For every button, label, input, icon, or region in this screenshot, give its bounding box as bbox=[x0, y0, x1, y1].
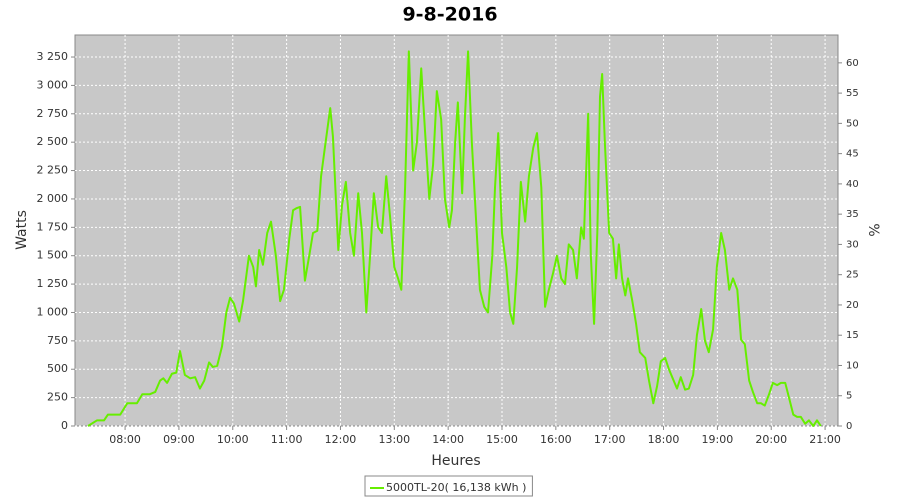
x-tick-label: 21:00 bbox=[809, 433, 841, 446]
x-tick-label: 16:00 bbox=[540, 433, 572, 446]
y-tick-label: 1 500 bbox=[37, 249, 69, 262]
y-tick-label: 1 750 bbox=[37, 220, 69, 233]
y2-tick-label: 10 bbox=[846, 360, 859, 371]
y-tick-label: 3 000 bbox=[37, 78, 69, 91]
x-tick-label: 15:00 bbox=[486, 433, 518, 446]
x-tick-label: 14:00 bbox=[432, 433, 464, 446]
y2-tick-label: 35 bbox=[846, 209, 859, 220]
y2-axis-title: % bbox=[865, 223, 881, 236]
x-tick-label: 19:00 bbox=[702, 433, 734, 446]
y-tick-label: 3 250 bbox=[37, 50, 69, 63]
y2-tick-label: 15 bbox=[846, 330, 859, 341]
x-tick-label: 10:00 bbox=[217, 433, 249, 446]
y2-tick-label: 20 bbox=[846, 300, 859, 311]
x-tick-label: 12:00 bbox=[325, 433, 357, 446]
legend: 5000TL-20( 16,138 kWh ) bbox=[364, 475, 533, 497]
y-tick-label: 2 750 bbox=[37, 107, 69, 120]
y2-tick-label: 5 bbox=[846, 391, 852, 402]
y-tick-label: 1 000 bbox=[37, 305, 69, 318]
y-tick-label: 750 bbox=[47, 334, 68, 347]
y-tick-label: 250 bbox=[47, 391, 68, 404]
legend-label: 5000TL-20( 16,138 kWh ) bbox=[386, 481, 526, 494]
y2-tick-label: 55 bbox=[846, 88, 859, 99]
legend-box bbox=[364, 475, 533, 497]
y-tick-label: 1 250 bbox=[37, 277, 69, 290]
y2-tick-label: 25 bbox=[846, 270, 859, 281]
x-tick-label: 11:00 bbox=[271, 433, 303, 446]
x-tick-label: 08:00 bbox=[109, 433, 141, 446]
y-tick-label: 2 500 bbox=[37, 135, 69, 148]
x-tick-label: 09:00 bbox=[163, 433, 195, 446]
y-axis-title: Watts bbox=[14, 210, 30, 250]
x-tick-label: 13:00 bbox=[378, 433, 410, 446]
y-tick-label: 2 250 bbox=[37, 164, 69, 177]
y2-tick-label: 45 bbox=[846, 149, 859, 160]
x-axis-title: Heures bbox=[431, 453, 480, 469]
x-tick-label: 18:00 bbox=[648, 433, 680, 446]
chart-title: 9-8-2016 bbox=[402, 4, 497, 26]
x-tick-label: 17:00 bbox=[594, 433, 626, 446]
y2-tick-label: 40 bbox=[846, 179, 859, 190]
y2-tick-label: 50 bbox=[846, 118, 859, 129]
y-tick-label: 500 bbox=[47, 362, 68, 375]
y2-tick-label: 60 bbox=[846, 58, 859, 69]
y2-tick-label: 30 bbox=[846, 239, 859, 250]
y2-tick-label: 0 bbox=[846, 421, 852, 432]
line-series bbox=[87, 50, 822, 427]
y-tick-label: 0 bbox=[61, 419, 68, 432]
y-tick-label: 2 000 bbox=[37, 192, 69, 205]
x-tick-label: 20:00 bbox=[755, 433, 787, 446]
plot-area bbox=[74, 34, 839, 427]
